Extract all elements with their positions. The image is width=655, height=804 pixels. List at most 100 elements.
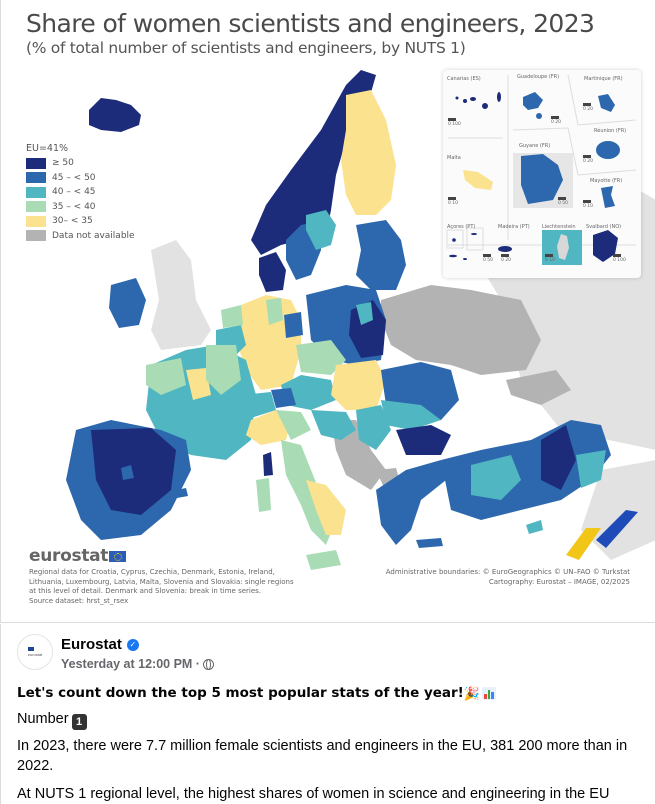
inset-scale: 0 100 — [448, 118, 461, 127]
region-italy-northeast — [276, 410, 311, 440]
legend-item: 35 – < 40 — [26, 200, 135, 215]
middle-east-land — [581, 460, 655, 560]
inset-acores — [449, 233, 477, 260]
eurostat-logo: eurostat — [29, 546, 127, 566]
legend-title: EU=41% — [26, 143, 69, 154]
inset-scale: 0 20 — [551, 116, 561, 125]
avatar-flag-icon — [28, 647, 34, 651]
region-france-east — [206, 345, 241, 395]
region-hungary-slovakia — [331, 360, 386, 410]
map-title: Share of women scientists and engineers,… — [26, 9, 595, 38]
legend-item: ≥ 50 — [26, 156, 135, 171]
footnote-line: at this level of detail. Denmark and Slo… — [29, 587, 262, 596]
region-madrid — [121, 465, 134, 480]
inset-canarias — [455, 92, 501, 109]
inset-shapes — [446, 74, 637, 265]
legend-label: 45 – < 50 — [52, 172, 96, 183]
verified-badge-icon: ✓ — [126, 638, 139, 651]
region-turkey-west — [471, 455, 521, 500]
inset-label: Martinique (FR) — [584, 76, 623, 82]
legend-swatch — [26, 215, 46, 227]
post-image[interactable]: Share of women scientists and engineers,… — [0, 0, 655, 623]
keycap-one-icon: 1 — [71, 714, 87, 730]
credits-line: Administrative boundaries: © EuroGeograp… — [385, 568, 630, 576]
inset-label: Malta — [447, 155, 461, 161]
region-poland-east — [349, 300, 386, 358]
footnote-line: Regional data for Croatia, Cyprus, Czech… — [29, 568, 275, 576]
map-footnote: Regional data for Croatia, Cyprus, Czech… — [29, 568, 319, 606]
post-paragraph-2: At NUTS 1 regional level, the highest sh… — [17, 786, 610, 802]
region-romania-south — [381, 400, 441, 430]
party-popper-icon: 🎉 — [463, 687, 481, 702]
inset-label: Liechtenstein — [542, 224, 576, 230]
region-austria-west — [271, 388, 296, 408]
inset-scale: 0 20 — [583, 155, 593, 164]
region-corsica — [263, 452, 273, 476]
number-label: Number — [17, 711, 69, 727]
region-germany-north — [266, 298, 283, 325]
bar-chart-icon — [482, 687, 496, 700]
legend-swatch — [26, 201, 46, 213]
region-baleares — [176, 488, 188, 498]
inset-reunion — [596, 141, 620, 159]
region-italy-north — [246, 410, 291, 445]
inset-mayotte — [601, 186, 615, 208]
inset-label: Svalbard (NO) — [586, 224, 622, 230]
region-no-data-crimea — [506, 370, 571, 405]
inset-svalbard — [593, 230, 618, 262]
region-spain-center — [91, 428, 176, 515]
region-sicily — [306, 550, 341, 570]
inset-scale: 0 10 — [448, 197, 458, 206]
map-credits: Administrative boundaries: © EuroGeograp… — [386, 568, 630, 587]
inset-scale: 0 10 — [583, 200, 593, 209]
region-berlin — [284, 312, 303, 338]
legend-label: 40 – < 45 — [52, 187, 96, 198]
legend-item: 30– < 35 — [26, 214, 135, 229]
region-turkey-east — [541, 425, 576, 490]
region-greece — [376, 460, 446, 545]
inset-scale: 0 100 — [613, 254, 626, 263]
region-iceland — [89, 98, 141, 132]
inset-label: Réunion (FR) — [594, 128, 627, 134]
map-legend: EU=41% ≥ 50 45 – < 50 40 – < 45 35 – < 4… — [26, 143, 135, 243]
region-serbia — [356, 405, 391, 450]
facebook-post: eurostat Eurostat ✓ Yesterday at 12:00 P… — [0, 624, 655, 804]
inset-martinique — [598, 94, 615, 112]
region-france-west — [146, 358, 186, 395]
inset-scale: 0 20 — [583, 103, 593, 112]
eurostat-swoosh-yellow — [566, 528, 601, 560]
map-subtitle: (% of total number of scientists and eng… — [26, 39, 466, 57]
inset-label: Guyane (FR) — [519, 143, 551, 149]
inset-scale: 0 20 — [501, 254, 511, 263]
page-name[interactable]: Eurostat ✓ — [61, 636, 139, 653]
post-number-line: Number 1 — [17, 709, 647, 730]
region-czechia — [296, 340, 346, 375]
eurostat-logo-text: eurostat — [29, 546, 109, 566]
inset-guadeloupe — [523, 92, 543, 110]
inset-guyane — [521, 154, 563, 204]
region-turkey-southeast — [576, 450, 606, 488]
region-bulgaria — [396, 425, 451, 455]
footnote-line: Lithuania, Luxembourg, Latvia, Malta, Sl… — [29, 577, 294, 586]
avatar[interactable]: eurostat — [17, 634, 53, 670]
legend-item: 40 – < 45 — [26, 185, 135, 200]
inset-scale: 0 50 — [558, 197, 568, 206]
legend-swatch — [26, 186, 46, 198]
region-sardinia — [256, 478, 271, 512]
page-name-text[interactable]: Eurostat — [61, 636, 122, 653]
eurostat-swoosh-blue — [596, 510, 638, 548]
inset-madeira — [498, 246, 512, 252]
post-timestamp[interactable]: Yesterday at 12:00 PM · — [61, 657, 214, 671]
inset-label: Mayotte (FR) — [590, 178, 623, 184]
region-france-paris — [186, 368, 211, 400]
region-netherlands — [221, 305, 243, 328]
legend-label: Data not available — [52, 230, 135, 241]
timestamp-text[interactable]: Yesterday at 12:00 PM · — [61, 657, 200, 671]
region-no-data-ukraine — [381, 285, 541, 375]
legend-label: 30– < 35 — [52, 216, 93, 227]
region-ireland — [109, 278, 146, 328]
outermost-regions-inset: Canarias (ES) 0 100 Guadeloupe (FR) 0 20… — [443, 70, 641, 278]
inset-label: Madeira (PT) — [498, 224, 530, 230]
inset-label: Guadeloupe (FR) — [517, 74, 560, 80]
inset-liechtenstein — [557, 234, 569, 260]
